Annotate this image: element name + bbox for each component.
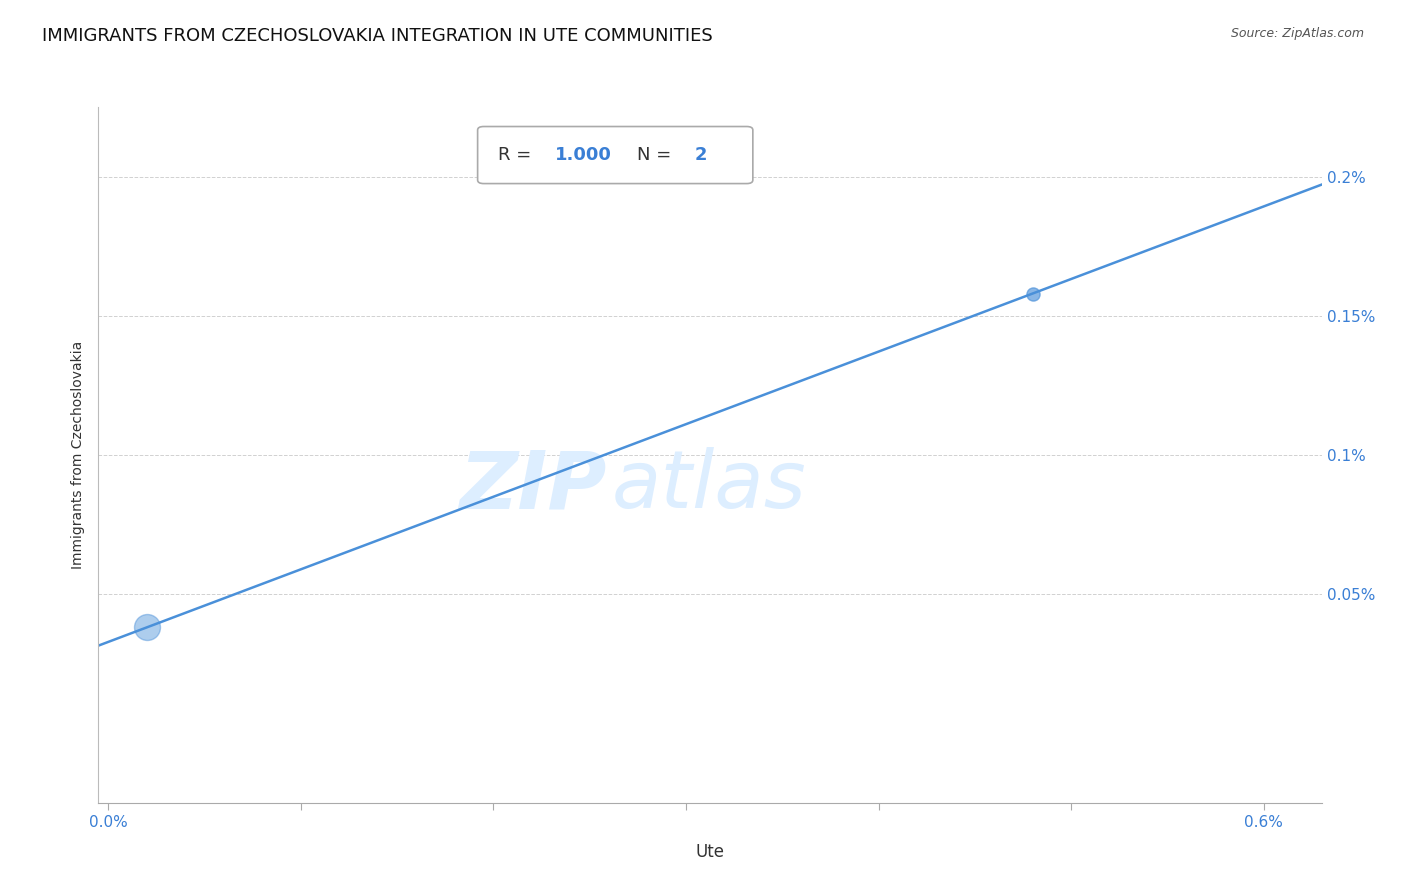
Text: R =: R = <box>498 146 537 164</box>
Text: N =: N = <box>637 146 676 164</box>
Text: atlas: atlas <box>612 447 807 525</box>
Text: 2: 2 <box>695 146 707 164</box>
Point <box>135 620 157 634</box>
Y-axis label: Immigrants from Czechoslovakia: Immigrants from Czechoslovakia <box>70 341 84 569</box>
Text: ZIP: ZIP <box>458 447 606 525</box>
FancyBboxPatch shape <box>478 127 752 184</box>
Point <box>1021 286 1043 301</box>
X-axis label: Ute: Ute <box>696 844 724 862</box>
Text: 1.000: 1.000 <box>555 146 612 164</box>
Text: Source: ZipAtlas.com: Source: ZipAtlas.com <box>1230 27 1364 40</box>
Text: IMMIGRANTS FROM CZECHOSLOVAKIA INTEGRATION IN UTE COMMUNITIES: IMMIGRANTS FROM CZECHOSLOVAKIA INTEGRATI… <box>42 27 713 45</box>
